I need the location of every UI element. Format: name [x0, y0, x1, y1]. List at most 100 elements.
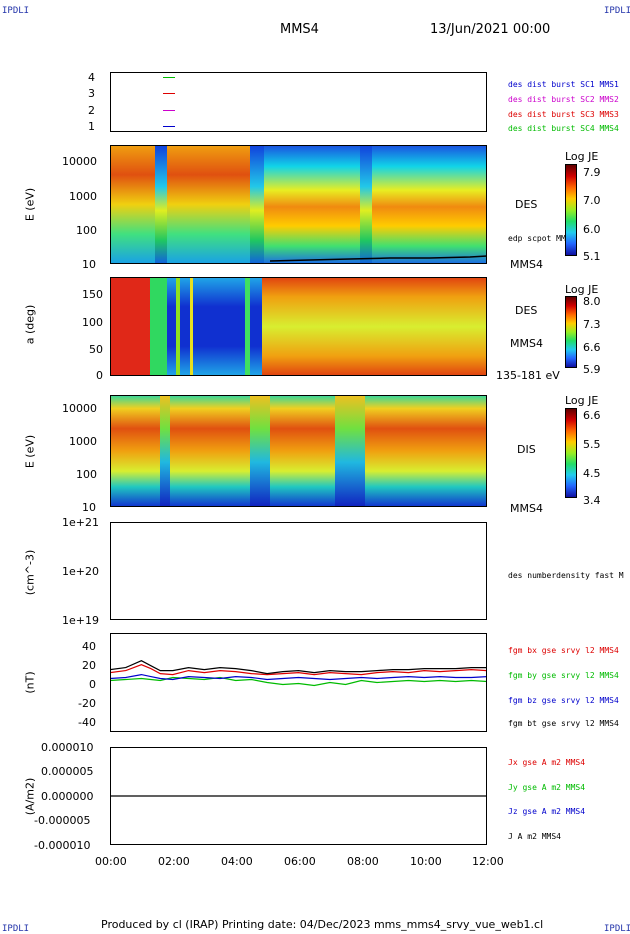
p4-cbtick: 3.4 [583, 494, 601, 507]
legend-sc1: des dist burst SC1 MMS1 [508, 80, 619, 89]
legend-j: J A m2 MMS4 [508, 832, 561, 841]
p2-ytick: 10000 [62, 155, 97, 168]
p3-colorbar [565, 296, 577, 368]
p3-ytick: 150 [82, 288, 103, 301]
p2-ylabel: E (eV) [23, 187, 37, 222]
p2-colorbar-title: Log JE [565, 150, 599, 163]
current-plot [110, 795, 487, 797]
p2-ytick: 1000 [69, 190, 97, 203]
p2-ytick: 100 [76, 224, 97, 237]
p3-instrument: DES [515, 304, 538, 317]
panel-5-frame [110, 522, 487, 620]
dis-energy-spectrogram [110, 395, 487, 507]
x-tick: 12:00 [472, 855, 504, 868]
p5-ytick: 1e+20 [62, 565, 99, 578]
p6-ylabel: (nT) [23, 671, 37, 694]
series-line-2 [110, 673, 487, 681]
p3-energy-range: 135-181 eV [496, 369, 560, 382]
corner-mark-br: IPDLI [604, 924, 630, 934]
p3-cbtick: 8.0 [583, 295, 601, 308]
sc3-marker [163, 93, 175, 94]
series-line-0 [110, 664, 487, 676]
bfield-plot [110, 660, 487, 687]
p4-ytick: 1000 [69, 435, 97, 448]
p5-ytick: 1e+21 [62, 516, 99, 529]
p7-ytick: 0.000005 [41, 765, 94, 778]
series-line-1 [110, 676, 487, 687]
p2-colorbar [565, 164, 577, 256]
p4-colorbar [565, 408, 577, 498]
p2-cbtick: 6.0 [583, 223, 601, 236]
legend-jx: Jx gse A m2 MMS4 [508, 758, 586, 767]
p2-cbtick: 7.9 [583, 166, 601, 179]
legend-jz: Jz gse A m2 MMS4 [508, 807, 586, 816]
mission-title: MMS4 [280, 22, 319, 37]
p4-ytick: 100 [76, 468, 97, 481]
legend-bt: fgm bt gse srvy l2 MMS4 [508, 719, 619, 728]
p5-ytick: 1e+19 [62, 614, 99, 627]
p3-ylabel: a (deg) [23, 304, 37, 345]
p3-cbtick: 6.6 [583, 341, 601, 354]
sc1-marker [163, 126, 175, 127]
p2-instrument: DES [515, 198, 538, 211]
corner-mark-bl: IPDLI [2, 924, 30, 934]
p7-ytick: 0.000000 [41, 790, 94, 803]
p6-ytick: -20 [78, 697, 96, 710]
p4-ytick: 10 [82, 501, 96, 514]
sc4-marker [163, 77, 175, 78]
p4-ylabel: E (eV) [23, 434, 37, 469]
panel-3-frame [110, 277, 487, 376]
date-title: 13/Jun/2021 00:00 [430, 22, 551, 37]
legend-by: fgm by gse srvy l2 MMS4 [508, 671, 619, 680]
corner-mark-tl: IPDLI [2, 6, 30, 16]
p3-ytick: 100 [82, 316, 103, 329]
p2-spacecraft: MMS4 [510, 258, 543, 271]
p3-cbtick: 7.3 [583, 318, 601, 331]
legend-sc2: des dist burst SC2 MMS2 [508, 95, 619, 104]
p3-colorbar-title: Log JE [565, 283, 599, 296]
p7-ytick: 0.000010 [41, 741, 94, 754]
legend-bz: fgm bz gse srvy l2 MMS4 [508, 696, 619, 705]
des-energy-spectrogram [110, 145, 487, 264]
x-tick: 08:00 [347, 855, 379, 868]
sc2-marker [163, 110, 175, 111]
des-pitch-spectrogram [110, 277, 487, 376]
panel-7-frame [110, 747, 487, 845]
p6-ytick: 40 [82, 640, 96, 653]
p5-series-label: des numberdensity fast M [508, 571, 624, 580]
p3-ytick: 0 [96, 369, 103, 382]
legend-sc4: des dist burst SC4 MMS4 [508, 124, 619, 133]
x-tick: 06:00 [284, 855, 316, 868]
p2-cbtick: 7.0 [583, 194, 601, 207]
panel-2-frame [110, 145, 487, 264]
p3-ytick: 50 [89, 343, 103, 356]
panel-1-frame [110, 72, 487, 132]
bfield-lines [110, 660, 487, 687]
p1-ytick: 3 [88, 87, 95, 100]
p7-ytick: -0.000005 [34, 814, 91, 827]
legend-jy: Jy gse A m2 MMS4 [508, 783, 586, 792]
p3-spacecraft: MMS4 [510, 337, 543, 350]
panel-6-frame [110, 633, 487, 732]
x-tick: 00:00 [95, 855, 127, 868]
p1-ytick: 4 [88, 71, 95, 84]
p1-ytick: 1 [88, 120, 95, 133]
p3-cbtick: 5.9 [583, 363, 601, 376]
p4-ytick: 10000 [62, 402, 97, 415]
x-tick: 02:00 [158, 855, 190, 868]
p2-cbtick: 5.1 [583, 250, 601, 263]
p4-instrument: DIS [517, 443, 536, 456]
p1-ytick: 2 [88, 104, 95, 117]
p4-colorbar-title: Log JE [565, 394, 599, 407]
p6-ytick: 0 [89, 678, 96, 691]
p7-ytick: -0.000010 [34, 839, 91, 852]
x-tick: 10:00 [410, 855, 442, 868]
x-tick: 04:00 [221, 855, 253, 868]
series-line-3 [110, 660, 487, 675]
p4-cbtick: 4.5 [583, 467, 601, 480]
p6-ytick: -40 [78, 716, 96, 729]
p2-ytick: 10 [82, 258, 96, 271]
p4-cbtick: 5.5 [583, 438, 601, 451]
p5-ylabel: (cm^-3) [23, 549, 37, 596]
